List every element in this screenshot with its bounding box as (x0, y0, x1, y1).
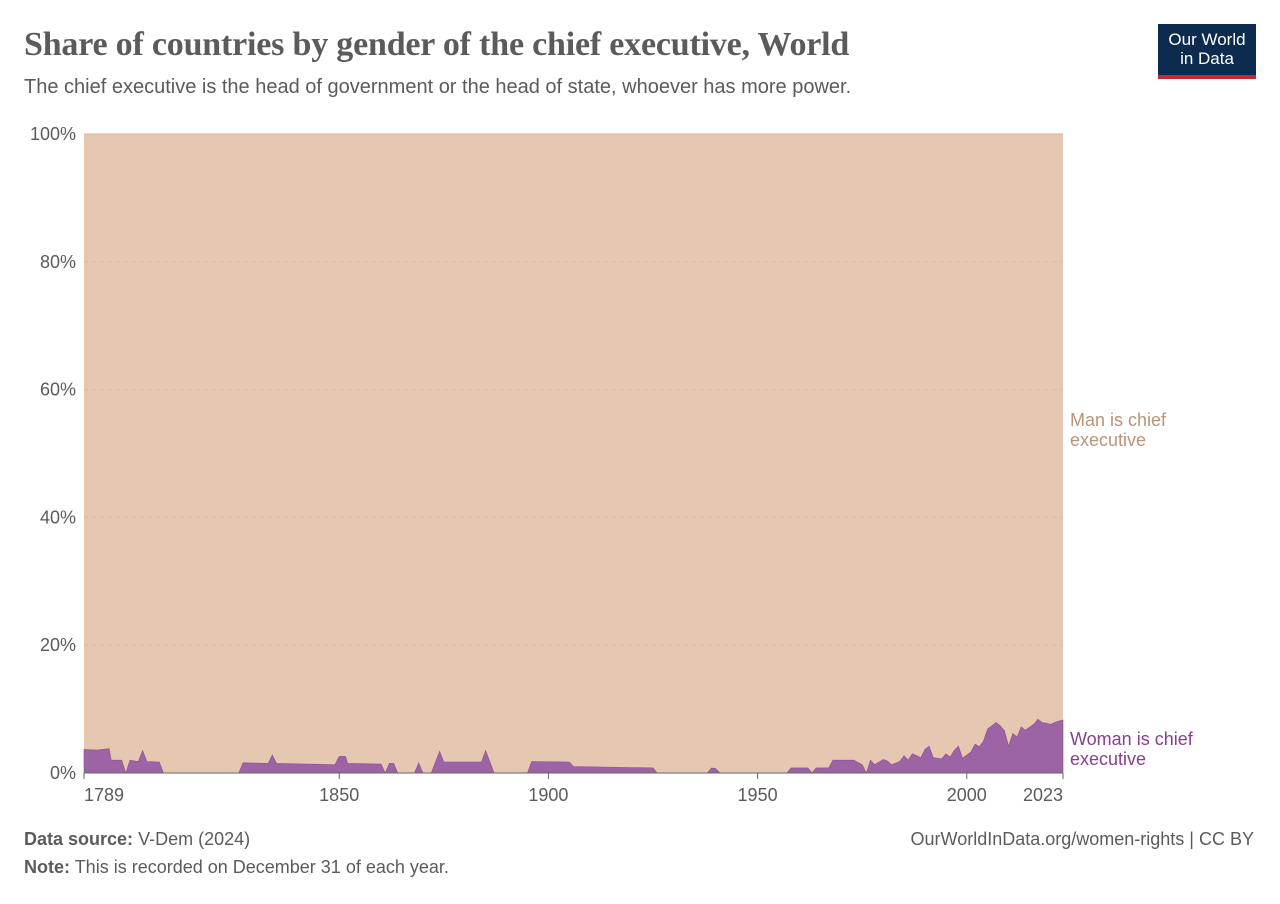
y-tick-label: 100% (30, 124, 76, 144)
logo-line-1: Our World (1168, 30, 1246, 49)
credit-link[interactable]: OurWorldInData.org/women-rights | CC BY (910, 829, 1254, 849)
x-tick-label: 1789 (84, 785, 124, 805)
y-tick-label: 60% (40, 380, 76, 400)
y-tick-label: 0% (50, 763, 76, 783)
x-tick-label: 2023 (1023, 785, 1063, 805)
chart-subtitle: The chief executive is the head of gover… (24, 76, 852, 98)
man-area (84, 134, 1063, 773)
x-tick-label: 2000 (947, 785, 987, 805)
data-source-value: V-Dem (2024) (138, 829, 251, 849)
series-label: Woman is chief executive (1070, 729, 1194, 769)
y-tick-label: 20% (40, 635, 76, 655)
x-tick-label: 1900 (528, 785, 568, 805)
owid-logo[interactable]: Our World in Data (1158, 24, 1256, 79)
logo-line-2: in Data (1180, 49, 1234, 68)
y-tick-label: 40% (40, 507, 76, 527)
note-label: Note: (24, 857, 70, 877)
note-value: This is recorded on December 31 of each … (74, 857, 449, 877)
y-tick-label: 80% (40, 252, 76, 272)
chart-note: Note: This is recorded on December 31 of… (24, 857, 449, 878)
x-tick-label: 1950 (738, 785, 778, 805)
series-label: Man is chief executive (1070, 410, 1167, 450)
chart-title: Share of countries by gender of the chie… (24, 26, 850, 63)
x-tick-label: 1850 (319, 785, 359, 805)
data-source-label: Data source: (24, 829, 134, 849)
data-source: Data source: V-Dem (2024) (24, 829, 250, 850)
area-chart: 0% 20% 40% 60% 80% 100% 1789 1850 1900 1950 2000 20… (30, 124, 1194, 805)
